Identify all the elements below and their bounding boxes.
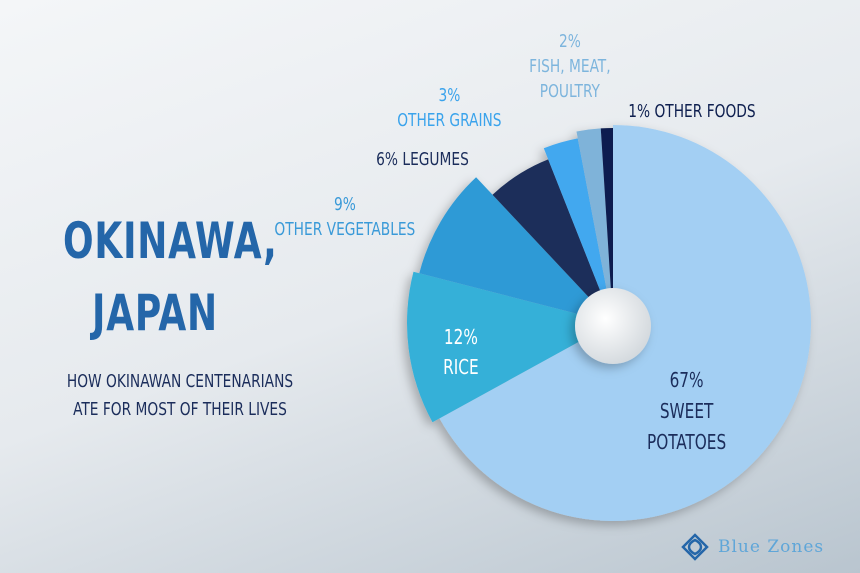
pie-slice-other-vegetables (419, 177, 613, 323)
donut-hole (575, 288, 651, 364)
value-label: 12% (443, 325, 478, 349)
value-label: 3% (438, 85, 461, 106)
pie-slice-other-foods (600, 128, 613, 323)
blue-zones-logo: Blue Zones (680, 532, 824, 562)
category-label: Legumes (402, 149, 469, 170)
subtitle-line-1: How Okinawan centenarians (66, 371, 294, 392)
title-line-2: Japan (92, 284, 218, 342)
data-label-rice: 12% Rice (443, 322, 478, 382)
value-label: 2% (558, 31, 581, 52)
category-label: Other Grains (397, 110, 502, 131)
data-label-legumes: 6% Legumes (376, 147, 469, 172)
pie-slice-legumes (492, 159, 613, 323)
value-label: 1% (628, 101, 651, 122)
brand-name: Blue Zones (718, 537, 825, 557)
pie-slice-other-grains (543, 138, 613, 323)
value-label: 67% (669, 368, 704, 392)
title-line-1: Okinawa, (63, 212, 278, 270)
pie-slice-fish-meat-poultry (576, 128, 613, 323)
data-label-sweet-potatoes: 67% SWEET POTATOES (647, 365, 726, 458)
value-label: 9% (333, 194, 356, 215)
subtitle-line-2: ate for most of their lives (73, 399, 287, 420)
page-title: Okinawa, Japan (63, 205, 278, 349)
value-label: 6% (376, 149, 399, 170)
category-label: Other Foods (654, 101, 756, 122)
data-label-other-grains: 3% Other Grains (397, 83, 501, 133)
pie-slice-rice (407, 271, 613, 423)
data-label-other-foods: 1% Other Foods (628, 99, 755, 124)
data-label-fish-meat-poultry: 2% FISH, MEAT, POULTRY (529, 31, 611, 102)
category-label: Rice (443, 355, 479, 379)
subtitle: How Okinawan centenarians ate for most o… (53, 368, 308, 424)
blue-zones-emblem-icon (681, 533, 709, 561)
category-label: Other Vegetables (274, 219, 416, 240)
data-label-other-vegetables: 9% Other Vegetables (274, 192, 415, 242)
